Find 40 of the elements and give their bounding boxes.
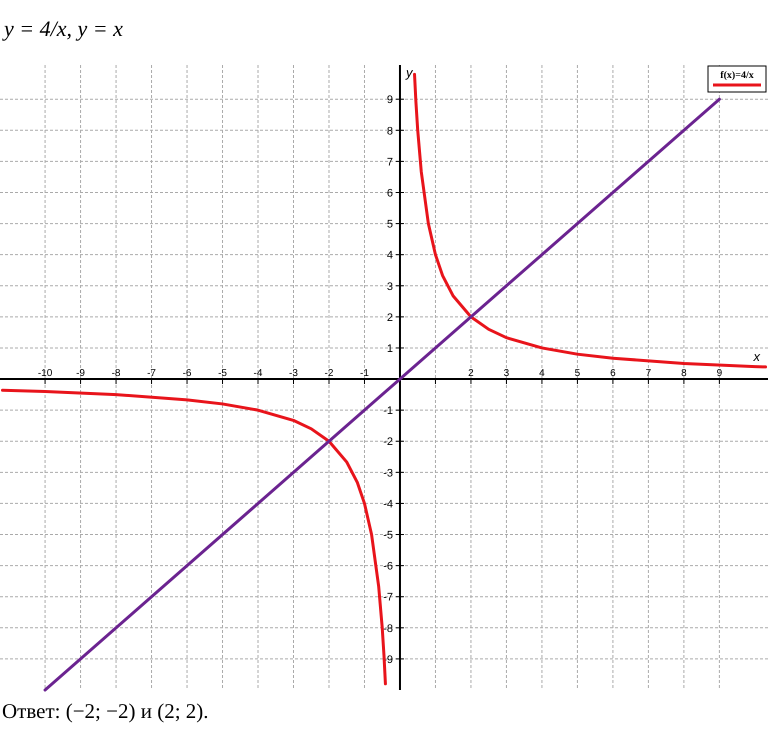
y-tick-label: -4 [383, 498, 393, 510]
x-tick-label: 6 [610, 368, 616, 380]
x-tick-label: 3 [504, 368, 510, 380]
y-tick-label: 2 [386, 312, 393, 324]
x-tick-label: -2 [324, 368, 334, 380]
y-tick-label: 8 [386, 125, 393, 138]
chart-title: y = 4/x, y = x [2, 16, 124, 41]
x-tick-label: -10 [38, 368, 53, 380]
y-tick-label: -8 [383, 622, 393, 635]
y-tick-label: -3 [383, 467, 393, 480]
x-tick-label: -8 [112, 368, 121, 380]
y-tick-label: -1 [383, 405, 393, 418]
y-tick-label: 4 [386, 250, 393, 262]
y-tick-label: 1 [386, 342, 393, 355]
x-axis-title: x [752, 349, 760, 364]
y-tick-label: -2 [383, 436, 393, 448]
x-tick-label: 9 [716, 368, 723, 380]
x-tick-label: -9 [76, 368, 86, 380]
x-tick-label: 5 [574, 368, 581, 380]
text: f(x)=4/x [720, 70, 754, 81]
y-tick-label: 7 [386, 156, 393, 168]
y-tick-label: 3 [386, 280, 393, 293]
y-tick-label: -5 [383, 530, 393, 542]
y-axis-title: y [404, 65, 414, 80]
x-tick-label: -4 [254, 368, 263, 380]
x-tick-label: 7 [646, 368, 652, 380]
x-tick-label: -6 [182, 368, 192, 380]
x-tick-label: -3 [289, 368, 298, 380]
x-tick-label: 8 [681, 368, 688, 380]
y-tick-label: 9 [386, 94, 393, 106]
y-tick-label: -6 [383, 560, 393, 573]
x-tick-label: -7 [147, 368, 156, 380]
x-tick-label: -5 [218, 368, 228, 380]
y-tick-label: 5 [386, 218, 393, 231]
x-tick-label: -1 [360, 368, 370, 380]
y-tick-label: 6 [386, 187, 393, 200]
text: Ответ: (−2; −2) и (2; 2). [2, 699, 209, 723]
y-tick-label: -7 [383, 592, 393, 604]
x-tick-label: 2 [468, 368, 474, 380]
x-tick-label: 4 [539, 368, 546, 380]
